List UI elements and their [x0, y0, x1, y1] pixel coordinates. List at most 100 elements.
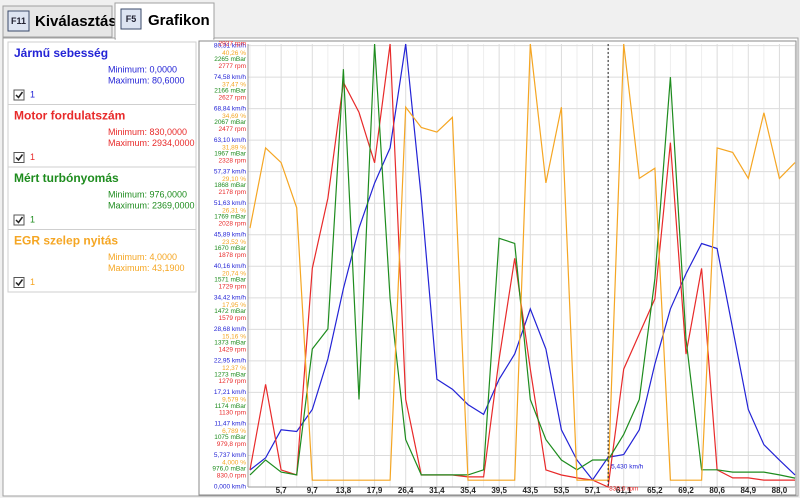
series-block: [7, 229, 197, 293]
y-tick-label: 2028 rpm: [219, 220, 246, 227]
y-tick-label: 5,737 km/h: [214, 452, 247, 459]
tab-icon: [7, 10, 30, 32]
y-tick-label: 57,37 km/h: [214, 168, 247, 175]
y-tick-label: 2265 mBar: [214, 56, 247, 63]
y-tick-label: 28,68 km/h: [214, 326, 247, 333]
series-line: [249, 43, 796, 481]
x-tick-label: 26,4: [398, 486, 414, 495]
y-tick-label: 2627 rpm: [219, 94, 246, 101]
y-tick-label: 23,52 %: [222, 239, 246, 246]
x-tick-label: 84,9: [740, 486, 756, 495]
y-tick-label: 979,8 rpm: [217, 441, 246, 448]
y-tick-label: 17,21 km/h: [214, 389, 247, 396]
y-tick-label: 1130 rpm: [219, 410, 246, 417]
series-minimum: Minimum: 0,0000: [108, 64, 177, 74]
y-tick-label: 2328 rpm: [219, 157, 246, 164]
y-tick-label: 26,31 %: [222, 208, 246, 215]
series-name: Jármű sebesség: [14, 46, 108, 60]
x-tick-label: 88,0: [772, 486, 788, 495]
y-tick-label: 1373 mBar: [214, 339, 247, 346]
tab-key: F11: [11, 16, 26, 26]
y-tick-label: 17,95 %: [222, 302, 246, 309]
y-tick-label: 34,69 %: [222, 113, 246, 120]
series-name: EGR szelep nyitás: [14, 234, 118, 248]
checkbox-tick: [15, 91, 24, 99]
y-tick-label: 11,47 km/h: [214, 421, 246, 428]
tab-label[interactable]: Grafikon: [148, 12, 210, 29]
checkbox-label: 1: [30, 89, 35, 99]
x-tick-label: 35,4: [460, 486, 476, 495]
y-tick-label: 40,26 %: [222, 50, 246, 57]
y-tick-label: 830,0 rpm: [217, 473, 246, 480]
y-tick-label: 1868 mBar: [214, 182, 247, 189]
x-tick-label: 69,2: [678, 486, 694, 495]
checkbox-label: 1: [30, 277, 35, 287]
y-tick-label: 34,42 km/h: [214, 295, 247, 302]
tab-icon: [120, 8, 142, 30]
series-maximum: Maximum: 2934,0000: [108, 138, 195, 148]
y-tick-label: 74,58 km/h: [214, 74, 247, 81]
y-tick-label: 6,789 %: [222, 428, 246, 435]
y-tick-label: 2477 rpm: [219, 126, 246, 133]
series-minimum: Minimum: 830,0000: [108, 127, 187, 137]
y-tick-label: 2927 rpm: [219, 41, 246, 48]
y-tick-label: 1075 mBar: [214, 434, 247, 441]
tab-kivalasztas[interactable]: F11 Kiválasztás: [2, 5, 117, 38]
y-tick-label: 2777 rpm: [219, 63, 246, 70]
y-tick-label: 1579 rpm: [219, 315, 246, 322]
y-tick-label: 51,63 km/h: [214, 200, 247, 207]
y-tick-label: 4,000 %: [222, 460, 246, 467]
y-tick-label: 1279 rpm: [219, 378, 246, 385]
tab-grafikon[interactable]: F5 Grafikon: [114, 2, 215, 40]
y-tick-label: 68,84 km/h: [214, 105, 247, 112]
x-tick-label: 61,1: [616, 486, 632, 495]
series-maximum: Maximum: 80,6000: [108, 75, 185, 85]
y-tick-label: 1174 mBar: [215, 403, 247, 410]
y-tick-label: 2067 mBar: [214, 119, 247, 126]
x-tick-label: 5,7: [276, 486, 288, 495]
x-tick-label: 17,9: [367, 486, 383, 495]
y-tick-label: 12,37 %: [222, 365, 246, 372]
y-tick-label: 22,95 km/h: [214, 358, 247, 365]
y-tick-label: 37,47 %: [222, 81, 246, 88]
series-checkbox[interactable]: [13, 277, 25, 288]
series-block: [7, 104, 197, 168]
series-maximum: Maximum: 43,1900: [108, 263, 185, 273]
tab-key: F5: [126, 14, 137, 24]
y-tick-label: 1571 mBar: [214, 276, 247, 283]
plot: 5,7 9,7 13,8 17,9 26,4 31,4 35,4 39,5 43,5 53,5 57…: [212, 41, 796, 495]
y-tick-label: 1273 mBar: [214, 371, 247, 378]
checkbox-tick: [15, 216, 24, 224]
series-checkbox[interactable]: [13, 89, 25, 101]
y-tick-label: 2178 rpm: [219, 189, 246, 196]
y-tick-label: 63,10 km/h: [214, 137, 247, 144]
y-tick-label: 31,89 %: [222, 144, 246, 151]
y-tick-label: 2166 mBar: [214, 87, 247, 94]
y-tick-label: 1967 mBar: [214, 151, 247, 158]
series-minimum: Minimum: 4,0000: [108, 252, 177, 262]
series-checkbox[interactable]: [13, 152, 25, 163]
x-tick-label: 80,6: [709, 486, 725, 495]
tab-label[interactable]: Kiválasztás: [35, 13, 117, 30]
series-name: Motor fordulatszám: [14, 109, 125, 123]
y-tick-label: 1472 mBar: [214, 308, 247, 315]
series-maximum: Maximum: 2369,0000: [108, 200, 195, 210]
checkbox-tick: [15, 279, 24, 287]
y-tick-label: 20,74 %: [222, 270, 246, 277]
series-name: Mért turbónyomás: [14, 171, 119, 185]
x-tick-label: 57,1: [585, 486, 601, 495]
x-tick-label: 53,5: [554, 486, 570, 495]
checkbox-label: 1: [30, 152, 35, 162]
cursor-label: 5,430 km/h: [611, 464, 644, 471]
x-tick-label: 39,5: [491, 486, 507, 495]
series-block: [7, 41, 197, 105]
series-minimum: Minimum: 976,0000: [108, 189, 187, 199]
y-tick-label: 29,10 %: [222, 176, 246, 183]
checkbox-tick: [15, 154, 24, 162]
series-checkbox[interactable]: [13, 214, 25, 226]
y-tick-label: 976,0 mBar: [212, 466, 246, 473]
x-tick-label: 31,4: [429, 486, 445, 495]
x-tick-label: 9,7: [307, 486, 319, 495]
